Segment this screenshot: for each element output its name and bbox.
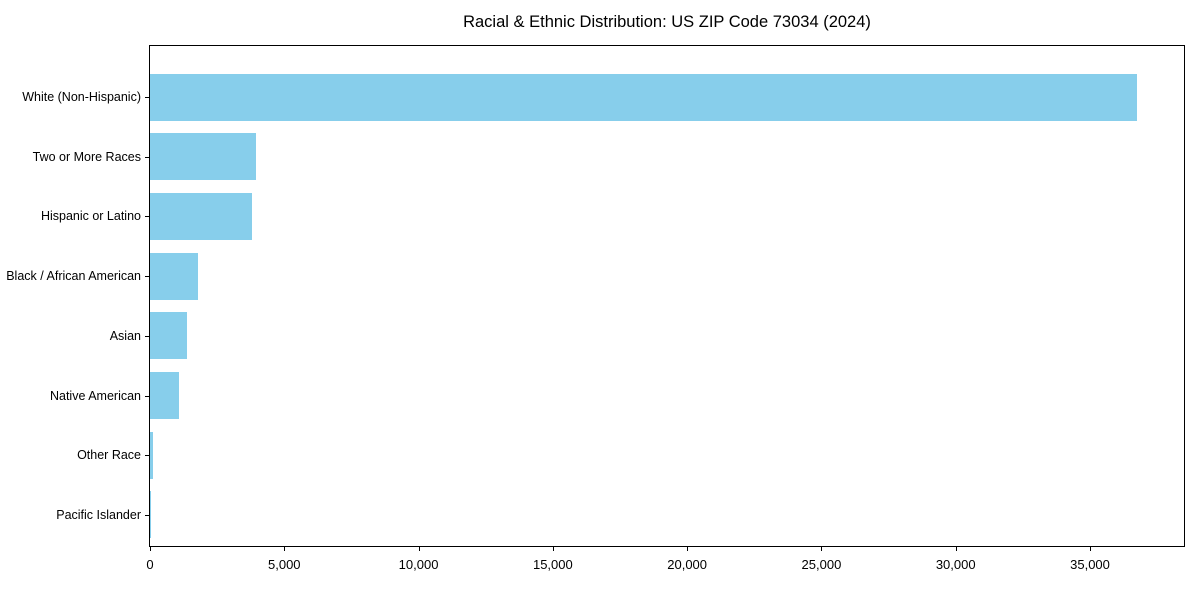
y-tick-mark (145, 335, 149, 337)
bar-native-american (150, 372, 179, 420)
x-tick-label: 30,000 (935, 557, 976, 572)
x-tick-mark (150, 547, 151, 551)
x-tick-label: 25,000 (801, 557, 842, 572)
y-tick-label: Native American (49, 388, 141, 403)
y-tick-mark (145, 455, 149, 457)
x-tick-mark (284, 547, 286, 551)
y-tick-mark (145, 216, 149, 218)
bar-black-african-american (150, 252, 199, 300)
y-tick-label: Black / African American (6, 269, 141, 284)
y-tick-label: Pacific Islander (56, 507, 141, 522)
y-tick-mark (145, 395, 149, 397)
y-tick-mark (145, 97, 149, 98)
plot-area (149, 45, 1185, 547)
y-tick-mark (145, 514, 149, 516)
x-tick-mark (687, 547, 689, 551)
x-tick-mark (955, 547, 957, 551)
bar-pacific-islander (150, 491, 151, 539)
y-tick-mark (145, 276, 149, 278)
y-tick-label: Two or More Races (32, 149, 141, 164)
x-tick-label: 10,000 (398, 557, 439, 572)
bar-asian (150, 312, 188, 360)
x-tick-label: 20,000 (667, 557, 708, 572)
x-tick-label: 15,000 (532, 557, 573, 572)
bar-other-race (150, 431, 153, 479)
x-tick-label: 35,000 (1070, 557, 1110, 572)
x-tick-label: 5,000 (268, 557, 301, 572)
y-tick-label: Other Race (77, 448, 141, 463)
y-tick-label: White (Non-Hispanic) (22, 90, 141, 104)
y-tick-mark (145, 156, 149, 158)
x-tick-label: 0 (146, 557, 154, 572)
x-tick-mark (821, 547, 823, 551)
bar-white-non-hispanic (150, 73, 1137, 121)
x-tick-mark (1090, 547, 1091, 551)
y-tick-label: Asian (109, 328, 141, 343)
bar-hispanic-or-latino (150, 192, 253, 240)
x-tick-mark (552, 547, 554, 551)
x-tick-mark (418, 547, 420, 551)
bar-two-or-more-races (150, 133, 256, 181)
chart-title: Racial & Ethnic Distribution: US ZIP Cod… (463, 13, 871, 31)
y-tick-label: Hispanic or Latino (40, 209, 141, 224)
